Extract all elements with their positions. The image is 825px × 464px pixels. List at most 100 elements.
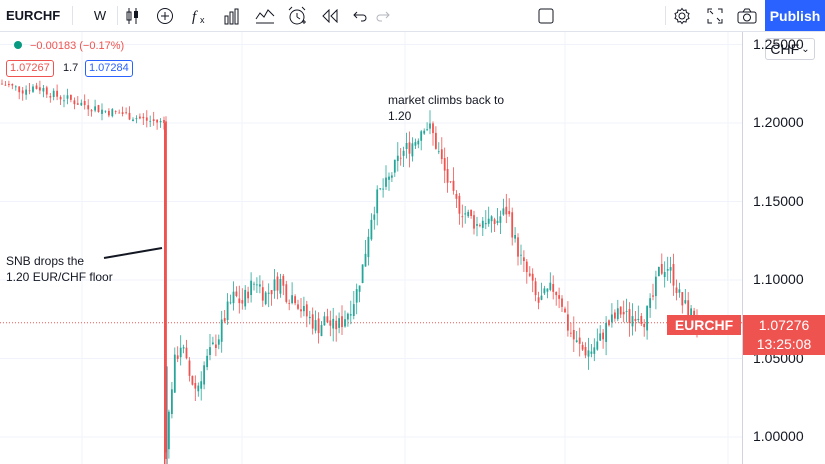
candle-body: [558, 295, 560, 299]
candle-body: [666, 269, 669, 271]
candle-body: [121, 112, 124, 114]
candle-body: [104, 110, 107, 112]
candle-body: [152, 119, 155, 121]
candle-body: [449, 181, 452, 183]
candle-body: [655, 276, 657, 297]
candle-body: [622, 311, 625, 315]
publish-button[interactable]: Publish: [765, 0, 825, 31]
candle-body: [414, 142, 417, 146]
candle-body: [135, 118, 138, 120]
candle-body: [223, 318, 226, 322]
price-scale-border: [742, 32, 743, 464]
candle-body: [90, 110, 93, 112]
candle-body: [481, 220, 484, 228]
candle-body: [619, 306, 622, 315]
currency-button[interactable]: CHF ⌄: [765, 38, 815, 60]
interval-button[interactable]: W: [90, 0, 110, 31]
candle-body: [97, 105, 100, 112]
candle-body: [505, 206, 508, 215]
candle-body: [446, 169, 449, 183]
candle-body: [408, 142, 411, 154]
candle-body: [297, 304, 299, 309]
candle-body: [182, 347, 185, 349]
candle-body: [496, 220, 499, 223]
candle-body: [537, 297, 540, 303]
replay-icon[interactable]: [318, 0, 342, 31]
candle-body: [508, 211, 511, 215]
camera-icon[interactable]: [735, 0, 759, 31]
redo-icon[interactable]: [373, 0, 393, 31]
candle-body: [176, 355, 179, 359]
fullscreen-box-icon[interactable]: [535, 0, 557, 31]
candle-body: [663, 272, 666, 278]
symbol-search[interactable]: EURCHF: [0, 0, 68, 31]
spread-value: 1.7: [63, 62, 79, 74]
candle-body: [197, 385, 200, 392]
candle-body: [681, 292, 684, 306]
candle-body: [631, 316, 634, 327]
candle-body: [593, 347, 596, 354]
candle-body: [379, 188, 382, 190]
candle-body: [352, 304, 355, 316]
candle-body: [437, 151, 440, 153]
candle-body: [226, 301, 229, 320]
drawing-overlay: [103, 247, 163, 259]
candle-body: [564, 308, 566, 313]
candle-body: [56, 90, 58, 97]
candle-body: [458, 195, 461, 214]
candle-body: [185, 347, 188, 359]
candle-body: [575, 340, 578, 342]
add-icon[interactable]: [153, 0, 177, 31]
countdown-value: 13:25:08: [756, 336, 812, 352]
candle-body: [525, 261, 528, 273]
candle-body: [261, 287, 264, 301]
candle-body: [125, 112, 127, 114]
market-annotation[interactable]: market climbs back to 1.20: [388, 93, 505, 123]
candle-body: [63, 100, 65, 102]
snb-annotation[interactable]: SNB drops the 1.20 EUR/CHF floor: [6, 254, 113, 284]
candle-body: [191, 375, 194, 385]
candle-body: [305, 304, 308, 317]
candle-body: [429, 123, 431, 129]
candle-body: [206, 355, 208, 368]
candle-body: [417, 140, 420, 145]
candle-body: [382, 188, 384, 190]
candle-body: [687, 300, 690, 317]
candle-body: [484, 223, 487, 225]
candles-icon[interactable]: [122, 0, 144, 31]
candle-body: [376, 189, 379, 214]
candle-body: [87, 105, 90, 110]
candle-body: [628, 309, 631, 323]
candle-body: [142, 116, 145, 119]
candle-body: [452, 180, 455, 191]
candle-body: [217, 339, 220, 345]
candle-body: [294, 296, 296, 304]
settings-icon[interactable]: [671, 0, 693, 31]
alert-icon[interactable]: [285, 0, 309, 31]
candle-body: [587, 350, 590, 357]
undo-icon[interactable]: [350, 0, 370, 31]
price-chart[interactable]: [0, 32, 825, 464]
candle-body: [168, 411, 170, 450]
ask-badge[interactable]: 1.07284: [85, 60, 133, 77]
candle-body: [83, 101, 86, 106]
candle-body: [479, 225, 481, 226]
templates-icon[interactable]: [253, 0, 277, 31]
candle-body: [672, 264, 675, 286]
bar-chart-icon[interactable]: [220, 0, 244, 31]
symbol-label: EURCHF: [6, 8, 61, 23]
crash-candle: [164, 123, 166, 464]
price-scale-tick: 1.00000: [753, 428, 804, 444]
candle-body: [18, 86, 21, 93]
candle-body: [364, 253, 367, 267]
candle-body: [66, 95, 69, 99]
bid-badge[interactable]: 1.07267: [6, 60, 54, 77]
candle-body: [511, 212, 514, 238]
candle-body: [303, 306, 305, 312]
candle-body: [367, 236, 370, 258]
candle-body: [640, 316, 643, 324]
fullscreen-icon[interactable]: [704, 0, 726, 31]
interval-label: W: [93, 8, 107, 23]
